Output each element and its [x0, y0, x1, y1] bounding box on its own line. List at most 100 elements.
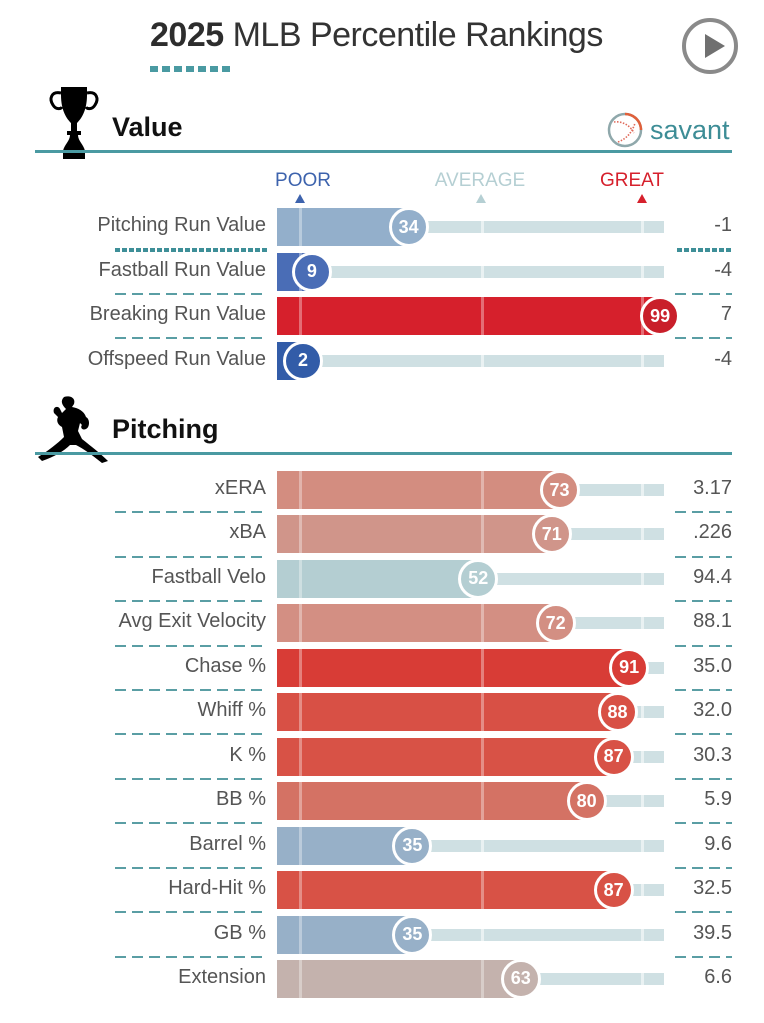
gridline: [299, 297, 302, 335]
percentile-remainder: [559, 484, 664, 496]
gridline: [299, 604, 302, 643]
metric-value: -4: [714, 258, 732, 281]
gridline: [481, 959, 484, 998]
gridline: [299, 693, 302, 732]
legend-poor-marker: [295, 194, 305, 203]
row-separator: [675, 911, 732, 914]
percentile-bar: [277, 915, 413, 954]
legend-average: AVERAGE: [434, 170, 526, 191]
row-separator: [115, 555, 267, 558]
percentile-bar: [277, 297, 661, 335]
percentile-track: 63: [277, 958, 664, 999]
percentile-remainder: [311, 265, 664, 278]
gridline: [641, 706, 644, 719]
percentile-track: 35: [277, 825, 664, 866]
gridline: [299, 515, 302, 554]
row-separator: [675, 555, 732, 558]
percentile-badge[interactable]: 80: [566, 781, 607, 822]
row-separator: [675, 689, 732, 692]
metric-label: xBA: [229, 521, 266, 544]
percentile-badge[interactable]: 34: [388, 207, 429, 247]
gridline: [299, 559, 302, 598]
percentile-badge[interactable]: 91: [609, 647, 650, 688]
percentile-badge[interactable]: 73: [539, 470, 580, 510]
play-button[interactable]: [682, 18, 738, 74]
gridline: [299, 915, 302, 954]
percentile-badge[interactable]: 35: [392, 914, 433, 955]
metric-value: 88.1: [693, 610, 732, 633]
percentile-track: 80: [277, 781, 664, 822]
metric-label: BB %: [215, 788, 266, 811]
metric-label: Pitching Run Value: [97, 214, 266, 236]
row-separator: [115, 733, 267, 736]
gridline: [299, 871, 302, 910]
percentile-badge[interactable]: 72: [535, 603, 576, 644]
row-separator: [115, 866, 267, 869]
title-text: MLB Percentile Rankings: [232, 16, 604, 54]
gridline: [299, 737, 302, 776]
section-divider-value: [35, 150, 732, 153]
percentile-track: 87: [277, 736, 664, 777]
percentile-badge[interactable]: 2: [283, 340, 323, 381]
percentile-bar: [277, 826, 413, 865]
percentile-track: 72: [277, 603, 664, 644]
metric-value: 5.9: [704, 788, 732, 811]
gridline: [299, 826, 302, 865]
percentile-bar: [277, 782, 587, 821]
gridline: [641, 354, 644, 367]
percentile-track: 88: [277, 692, 664, 733]
metric-value: 9.6: [704, 832, 732, 855]
metric-value: 32.0: [693, 699, 732, 722]
metric-value: 35.0: [693, 654, 732, 677]
baseball-icon: [607, 112, 643, 148]
row-separator: [115, 292, 267, 295]
gridline: [481, 515, 484, 554]
section-title-value: Value: [112, 112, 183, 142]
percentile-badge[interactable]: 99: [640, 296, 681, 336]
row-separator: [115, 822, 267, 825]
metric-label: Breaking Run Value: [89, 303, 266, 325]
row-separator: [675, 777, 732, 780]
gridline: [641, 221, 644, 233]
percentile-badge[interactable]: 71: [531, 514, 572, 555]
row-separator: [115, 955, 267, 958]
row-separator: [115, 248, 267, 253]
row-separator: [115, 689, 267, 692]
metric-value: 39.5: [693, 921, 732, 944]
row-separator: [675, 866, 732, 869]
row-separator: [675, 955, 732, 958]
gridline: [299, 471, 302, 509]
section-divider-pitching: [35, 452, 732, 455]
gridline: [641, 928, 644, 941]
gridline: [641, 972, 644, 985]
percentile-badge[interactable]: 52: [458, 558, 499, 599]
gridline: [641, 617, 644, 630]
percentile-remainder: [408, 221, 664, 233]
gridline: [481, 221, 484, 233]
metric-label: Fastball Velo: [151, 565, 266, 588]
metric-label: Chase %: [184, 654, 266, 677]
gridline: [481, 839, 484, 852]
percentile-badge[interactable]: 88: [597, 692, 638, 733]
percentile-track: 9: [277, 251, 664, 292]
percentile-badge[interactable]: 87: [593, 870, 634, 911]
percentile-badge[interactable]: 9: [291, 251, 332, 292]
trophy-icon: [49, 87, 99, 159]
gridline: [481, 737, 484, 776]
gridline: [481, 693, 484, 732]
row-separator: [675, 822, 732, 825]
percentile-badge[interactable]: 63: [500, 958, 541, 999]
gridline: [481, 648, 484, 687]
metric-label: Hard-Hit %: [168, 877, 266, 900]
percentile-badge[interactable]: 35: [392, 825, 433, 866]
metric-label: xERA: [214, 477, 266, 499]
metric-label: K %: [229, 743, 266, 766]
percentile-bar: [277, 693, 618, 732]
title-year: 2025: [150, 16, 224, 54]
percentile-badge[interactable]: 87: [593, 736, 634, 777]
percentile-bar: [277, 871, 614, 910]
percentile-remainder: [478, 572, 664, 585]
gridline: [641, 750, 644, 763]
gridline: [481, 354, 484, 367]
gridline: [481, 928, 484, 941]
